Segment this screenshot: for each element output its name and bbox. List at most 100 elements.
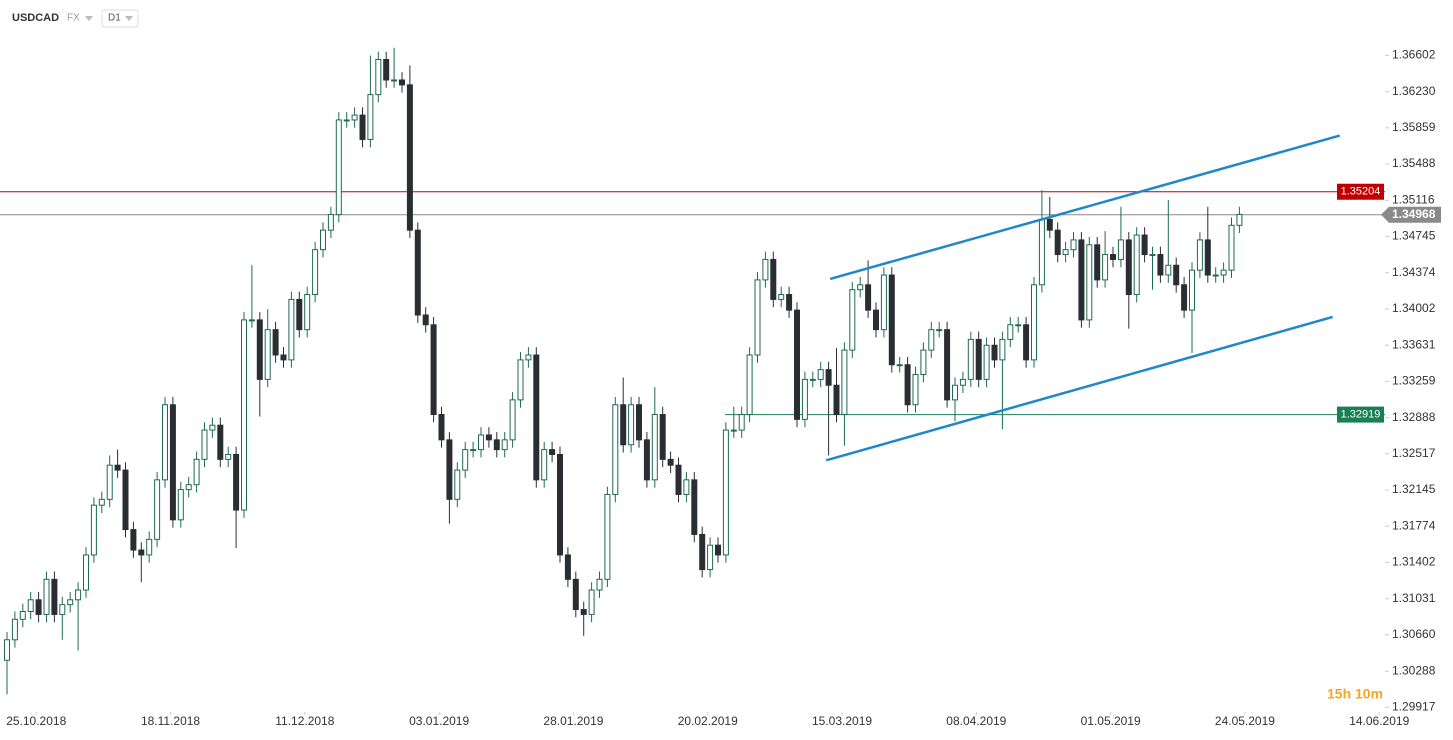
y-tick-label: 1.31402: [1392, 555, 1436, 569]
candle-body: [1015, 324, 1022, 327]
candle-body: [596, 578, 603, 591]
candle-body: [636, 404, 643, 441]
candle-body: [525, 354, 532, 361]
level-label: 1.32919: [1341, 408, 1381, 420]
y-tick-label: 1.30288: [1392, 663, 1436, 677]
y-tick-label: 1.33631: [1392, 337, 1436, 351]
candle-body: [98, 498, 105, 506]
candle-body: [1204, 239, 1211, 276]
timeframe-box[interactable]: [101, 9, 139, 28]
candle-body: [683, 479, 690, 495]
y-tick-label: 1.34745: [1392, 229, 1436, 243]
candle-body: [296, 298, 303, 331]
x-tick-label: 11.12.2018: [275, 714, 334, 728]
candle-body: [675, 464, 682, 495]
x-tick-label: 24.05.2019: [1215, 714, 1275, 728]
candle-body: [857, 284, 864, 291]
y-tick-label: 1.31774: [1392, 518, 1436, 532]
candle-body: [1007, 324, 1014, 340]
candle-body: [730, 429, 737, 432]
candle-body: [533, 354, 540, 481]
candle-body: [786, 294, 793, 311]
candle-body: [138, 549, 145, 556]
candle-body: [193, 458, 200, 486]
y-tick-label: 1.35488: [1392, 156, 1436, 170]
candle-body: [738, 413, 745, 431]
x-tick-label: 01.05.2019: [1081, 714, 1141, 728]
candle-body: [146, 538, 153, 556]
candle-body: [90, 504, 97, 556]
y-tick-label: 1.34002: [1392, 301, 1436, 315]
candle-body: [801, 378, 808, 420]
candle-body: [691, 479, 698, 535]
market-caret[interactable]: [85, 16, 93, 21]
x-tick-label: 18.11.2018: [141, 714, 200, 728]
candle-body: [256, 319, 263, 380]
x-tick-label: 15.03.2019: [812, 714, 872, 728]
candle-body: [825, 369, 832, 386]
y-tick-label: 1.36230: [1392, 84, 1436, 98]
candle-body: [817, 369, 824, 380]
candle-body: [1157, 254, 1164, 276]
candle-body: [928, 329, 935, 351]
candle-body: [1133, 234, 1140, 296]
levels: 1.35204 1.34968 1.32919: [0, 183, 1441, 423]
price-label: 1.34968: [1392, 207, 1436, 221]
timeframe[interactable]: D1: [108, 13, 121, 24]
x-tick-label: 14.06.2019: [1349, 714, 1409, 728]
candle-body: [304, 294, 311, 331]
candle-body: [580, 609, 587, 615]
candle-body: [557, 453, 564, 556]
candle-body: [1196, 239, 1203, 271]
candle-body: [944, 329, 951, 401]
candle-body: [327, 214, 334, 231]
candle-body: [1228, 224, 1235, 271]
candle-body: [19, 610, 26, 620]
candle-body: [406, 84, 413, 231]
y-tick-label: 1.30660: [1392, 627, 1436, 641]
candle-body: [1094, 244, 1101, 281]
candle-body: [541, 449, 548, 481]
candle-body: [809, 378, 816, 381]
candle-body: [399, 79, 406, 86]
candle-body: [912, 374, 919, 406]
candle-body: [952, 384, 959, 401]
x-tick-label: 20.02.2019: [678, 714, 738, 728]
candle-body: [422, 314, 429, 326]
candle-body: [517, 359, 524, 401]
candle-body: [1031, 284, 1038, 361]
candle-body: [920, 349, 927, 376]
candle-body: [659, 413, 666, 460]
candle-body: [280, 354, 287, 361]
candle-body: [446, 439, 453, 500]
candle-body: [722, 429, 729, 556]
candle-body: [312, 249, 319, 296]
symbol: USDCAD: [12, 12, 59, 24]
candle-body: [241, 319, 248, 511]
candle-body: [833, 384, 840, 415]
timeframe-caret[interactable]: [125, 16, 133, 21]
x-tick-label: 28.01.2019: [543, 714, 603, 728]
candle-body: [161, 404, 168, 481]
candle-body: [375, 58, 382, 96]
market: FX: [67, 13, 80, 24]
candle-body: [106, 464, 113, 500]
trend-line: [829, 134, 1341, 281]
candle-body: [628, 404, 635, 446]
candle-body: [35, 599, 42, 615]
candle-body: [754, 279, 761, 356]
candle-body: [967, 338, 974, 380]
candle-body: [1070, 239, 1077, 251]
candle-body: [485, 434, 492, 441]
candle-body: [462, 449, 469, 471]
candle-body: [27, 599, 34, 612]
candle-body: [114, 464, 121, 471]
candle-body: [1220, 269, 1227, 276]
candle-body: [154, 479, 161, 540]
candle-body: [999, 338, 1006, 361]
candle-body: [1117, 239, 1124, 260]
candle-body: [359, 114, 366, 140]
candle-body: [1165, 264, 1172, 276]
candle-body: [43, 578, 50, 615]
